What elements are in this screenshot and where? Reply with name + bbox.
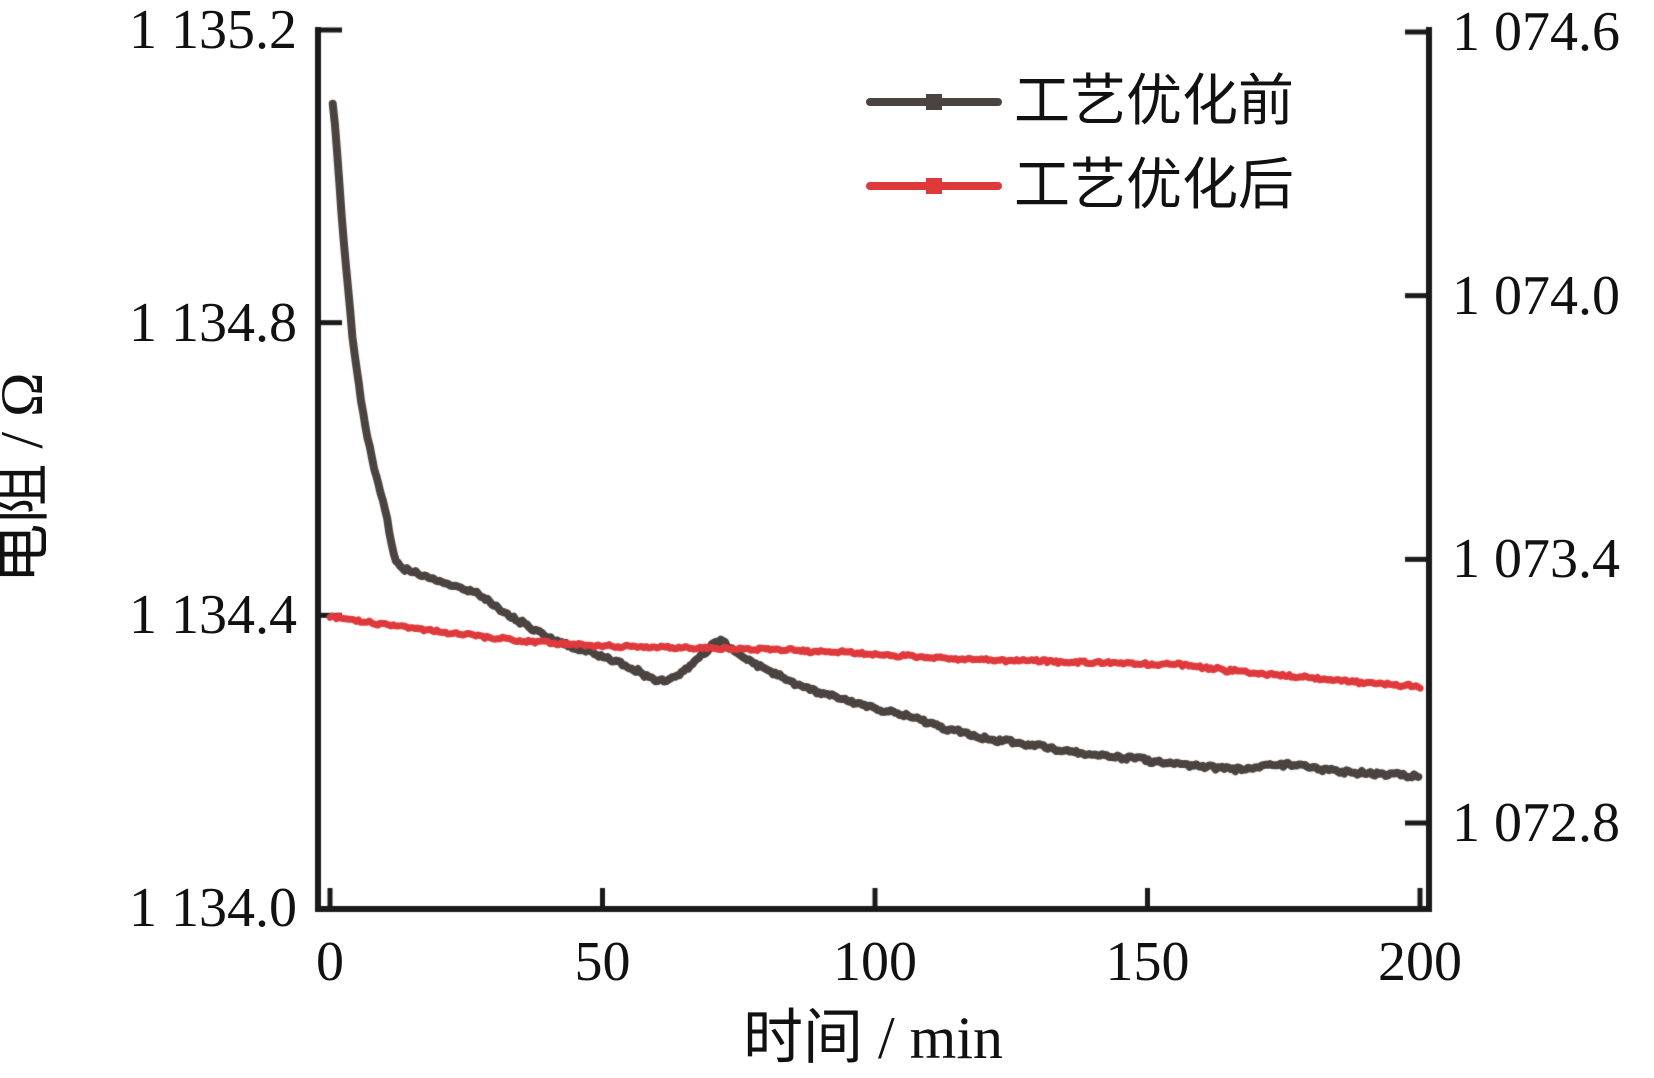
x-axis-title: 时间 / min (742, 1005, 1003, 1071)
right-tick-label: 1 074.0 (1452, 264, 1620, 327)
legend: 工艺优化前 工艺优化后 (866, 60, 1294, 228)
x-tick-label: 50 (574, 931, 631, 993)
legend-square-marker-icon (926, 178, 942, 194)
right-tick-label: 1 072.8 (1452, 792, 1620, 854)
legend-square-marker-icon (926, 94, 942, 110)
left-tick-label: 1 135.2 (129, 0, 297, 61)
left-tick-label: 1 134.8 (129, 291, 297, 354)
left-tick-label: 1 134.0 (129, 877, 297, 939)
x-tick-label: 150 (1105, 931, 1190, 993)
x-tick-label: 100 (833, 931, 917, 993)
legend-label-after: 工艺优化后 (1014, 155, 1294, 217)
legend-line-swatch (866, 178, 1002, 194)
legend-entry-after: 工艺优化后 (866, 144, 1294, 228)
left-tick-label: 1 134.4 (129, 584, 297, 647)
legend-label-before: 工艺优化前 (1014, 71, 1294, 133)
right-tick-label: 1 073.4 (1452, 528, 1620, 591)
right-tick-label: 1 074.6 (1452, 1, 1620, 63)
legend-entry-before: 工艺优化前 (866, 60, 1294, 144)
x-tick-label: 0 (316, 931, 344, 993)
x-tick-label: 200 (1378, 931, 1462, 993)
legend-line-swatch (866, 94, 1002, 110)
